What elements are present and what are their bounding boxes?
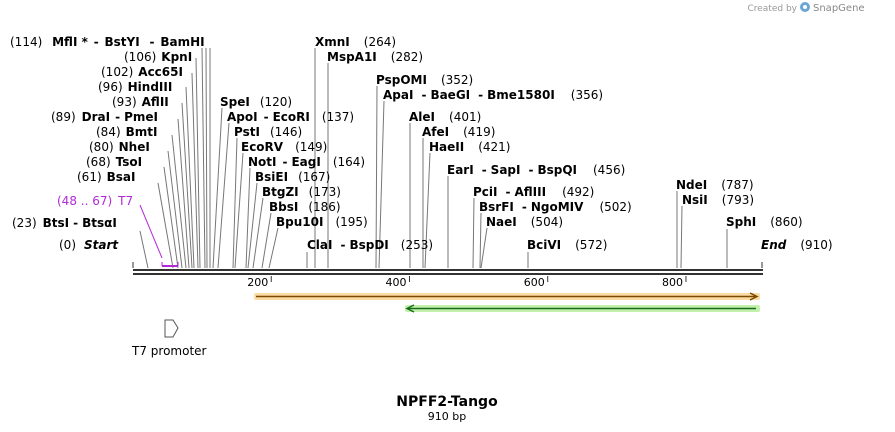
- t7-primer-mark[interactable]: [161, 262, 179, 267]
- site-label-793[interactable]: NsiI (793): [682, 193, 754, 207]
- site-label-253[interactable]: ClaI - BspDI (253): [307, 238, 433, 252]
- site-label-89[interactable]: (89) DraI - PmeI: [51, 110, 158, 124]
- orange-feature-arrow[interactable]: [254, 292, 760, 301]
- site-label-421[interactable]: HaeII (421): [429, 140, 511, 154]
- site-label-264[interactable]: XmnI (264): [315, 35, 396, 49]
- site-label-401[interactable]: AleI (401): [409, 110, 481, 124]
- site-label-456[interactable]: EarI - SapI - BspQI (456): [447, 163, 625, 177]
- site-label-93[interactable]: (93) AflII: [112, 95, 169, 109]
- promoter-arrow-icon[interactable]: [164, 319, 179, 338]
- site-label-186[interactable]: BbsI (186): [269, 200, 341, 214]
- site-label-504[interactable]: NaeI (504): [486, 215, 563, 229]
- credit-text: Created by: [747, 4, 797, 14]
- site-label-502[interactable]: BsrFI - NgoMIV (502): [479, 200, 632, 214]
- promoter-label: T7 promoter: [131, 344, 207, 358]
- site-label-195[interactable]: Bpu10I (195): [276, 215, 368, 229]
- ruler-ticks: 200 400 600 800: [247, 276, 687, 289]
- sequence-backbone[interactable]: [133, 269, 763, 275]
- site-label-120[interactable]: SpeI (120): [220, 95, 292, 109]
- site-label-787[interactable]: NdeI (787): [676, 178, 754, 192]
- site-label-80[interactable]: (80) NheI: [89, 140, 150, 154]
- site-label-96[interactable]: (96) HindIII: [98, 80, 172, 94]
- sequence-title: NPFF2-Tango: [396, 394, 498, 410]
- site-label-572[interactable]: BciVI (572): [527, 238, 607, 252]
- site-label-137[interactable]: ApoI - EcoRI (137): [227, 110, 354, 124]
- site-label-61[interactable]: (61) BsaI: [77, 170, 136, 184]
- site-label-173[interactable]: BtgZI (173): [262, 185, 341, 199]
- cut-site-leaders: [139, 47, 728, 269]
- green-feature-arrow[interactable]: [405, 304, 760, 313]
- t7-primer-label[interactable]: (48 .. 67) T7: [57, 194, 133, 208]
- ruler-tick-label: 200: [247, 276, 268, 289]
- ruler-tick-label: 600: [524, 276, 545, 289]
- site-label-352[interactable]: PspOMI (352): [376, 73, 473, 87]
- site-label-356[interactable]: ApaI - BaeGI - Bme1580I (356): [383, 88, 603, 102]
- ruler-tick-label: 400: [385, 276, 406, 289]
- site-label-23[interactable]: (23) BtsI - BtsαI: [12, 216, 117, 230]
- site-label-106[interactable]: (106) KpnI: [124, 50, 192, 64]
- site-label-84[interactable]: (84) BmtI: [96, 125, 158, 139]
- t7-primer-leader: [139, 204, 163, 259]
- site-label-167[interactable]: BsiEI (167): [255, 170, 330, 184]
- snapgene-logo-icon: [800, 2, 810, 12]
- site-label-860[interactable]: SphI (860): [726, 215, 803, 229]
- site-label-68[interactable]: (68) TsoI: [86, 155, 142, 169]
- site-label-419[interactable]: AfeI (419): [422, 125, 495, 139]
- site-label-149[interactable]: EcoRV (149): [241, 140, 327, 154]
- start-label: (0) Start: [59, 238, 119, 252]
- end-label: End (910): [761, 238, 833, 252]
- sequence-length: 910 bp: [428, 410, 466, 423]
- site-label-102[interactable]: (102) Acc65I: [101, 65, 183, 79]
- site-label-492[interactable]: PciI - AflIII (492): [473, 185, 594, 199]
- site-label-146[interactable]: PstI (146): [234, 125, 302, 139]
- brand-text: SnapGene: [813, 3, 865, 14]
- site-label-114[interactable]: (114) MflI * - BstYI - BamHI: [10, 35, 205, 49]
- site-label-282[interactable]: MspA1I (282): [327, 50, 423, 64]
- site-label-164[interactable]: NotI - EagI (164): [248, 155, 365, 169]
- ruler-tick-label: 800: [662, 276, 683, 289]
